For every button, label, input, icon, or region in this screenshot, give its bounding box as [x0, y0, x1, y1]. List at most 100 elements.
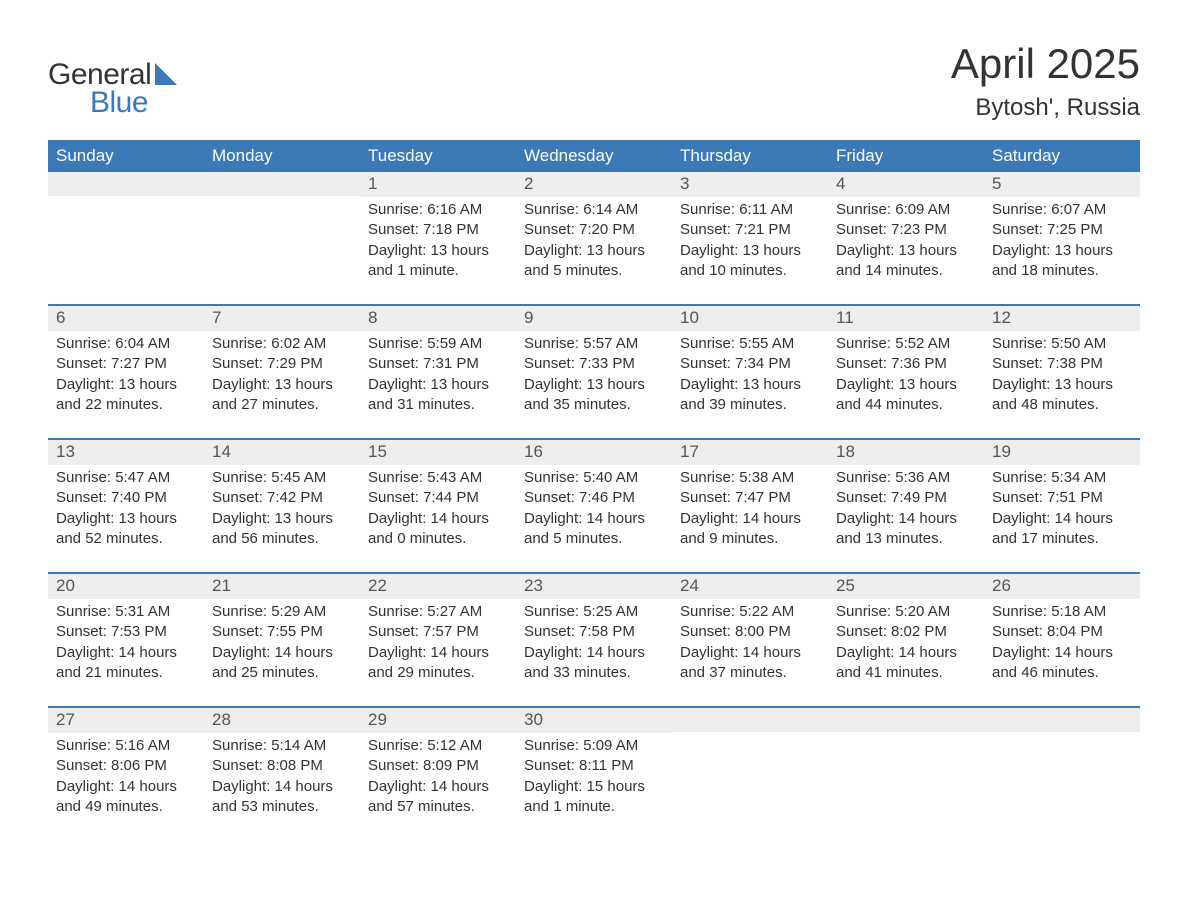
day-number: 21 — [204, 574, 360, 599]
calendar-day — [828, 708, 984, 828]
day-sunrise: Sunrise: 5:45 AM — [212, 468, 352, 488]
title-block: April 2025 Bytosh', Russia — [951, 40, 1140, 122]
dayheader: Tuesday — [360, 140, 516, 172]
calendar-day: 16Sunrise: 5:40 AMSunset: 7:46 PMDayligh… — [516, 440, 672, 560]
day-sunset: Sunset: 7:36 PM — [836, 354, 976, 374]
day-daylight2: and 41 minutes. — [836, 663, 976, 683]
dayheader: Friday — [828, 140, 984, 172]
day-daylight2: and 21 minutes. — [56, 663, 196, 683]
day-sunrise: Sunrise: 5:22 AM — [680, 602, 820, 622]
day-body — [984, 732, 1140, 735]
calendar-day: 14Sunrise: 5:45 AMSunset: 7:42 PMDayligh… — [204, 440, 360, 560]
day-daylight2: and 52 minutes. — [56, 529, 196, 549]
day-number — [828, 708, 984, 732]
day-daylight1: Daylight: 13 hours — [836, 241, 976, 261]
day-body: Sunrise: 6:11 AMSunset: 7:21 PMDaylight:… — [672, 197, 828, 281]
day-number: 14 — [204, 440, 360, 465]
day-daylight2: and 22 minutes. — [56, 395, 196, 415]
day-sunrise: Sunrise: 5:57 AM — [524, 334, 664, 354]
day-daylight1: Daylight: 13 hours — [368, 375, 508, 395]
day-daylight2: and 10 minutes. — [680, 261, 820, 281]
calendar-day: 18Sunrise: 5:36 AMSunset: 7:49 PMDayligh… — [828, 440, 984, 560]
day-daylight1: Daylight: 15 hours — [524, 777, 664, 797]
day-daylight1: Daylight: 13 hours — [680, 241, 820, 261]
day-sunrise: Sunrise: 5:34 AM — [992, 468, 1132, 488]
day-sunrise: Sunrise: 5:40 AM — [524, 468, 664, 488]
day-sunset: Sunset: 7:34 PM — [680, 354, 820, 374]
day-daylight2: and 25 minutes. — [212, 663, 352, 683]
day-number: 23 — [516, 574, 672, 599]
day-daylight1: Daylight: 14 hours — [56, 777, 196, 797]
week-row: 1Sunrise: 6:16 AMSunset: 7:18 PMDaylight… — [48, 172, 1140, 292]
day-body — [828, 732, 984, 735]
day-sunrise: Sunrise: 5:31 AM — [56, 602, 196, 622]
day-daylight1: Daylight: 13 hours — [212, 375, 352, 395]
dayheader-row: Sunday Monday Tuesday Wednesday Thursday… — [48, 140, 1140, 172]
day-number: 28 — [204, 708, 360, 733]
calendar-day — [204, 172, 360, 292]
day-sunrise: Sunrise: 5:47 AM — [56, 468, 196, 488]
calendar-day: 9Sunrise: 5:57 AMSunset: 7:33 PMDaylight… — [516, 306, 672, 426]
day-body: Sunrise: 5:27 AMSunset: 7:57 PMDaylight:… — [360, 599, 516, 683]
day-sunset: Sunset: 7:40 PM — [56, 488, 196, 508]
day-daylight2: and 46 minutes. — [992, 663, 1132, 683]
day-sunset: Sunset: 8:11 PM — [524, 756, 664, 776]
day-number: 22 — [360, 574, 516, 599]
day-daylight1: Daylight: 13 hours — [524, 375, 664, 395]
day-sunset: Sunset: 7:23 PM — [836, 220, 976, 240]
week-row: 27Sunrise: 5:16 AMSunset: 8:06 PMDayligh… — [48, 706, 1140, 828]
day-sunset: Sunset: 7:47 PM — [680, 488, 820, 508]
calendar-day: 3Sunrise: 6:11 AMSunset: 7:21 PMDaylight… — [672, 172, 828, 292]
day-body: Sunrise: 5:57 AMSunset: 7:33 PMDaylight:… — [516, 331, 672, 415]
day-sunrise: Sunrise: 5:55 AM — [680, 334, 820, 354]
day-sunrise: Sunrise: 6:07 AM — [992, 200, 1132, 220]
day-daylight2: and 0 minutes. — [368, 529, 508, 549]
day-daylight1: Daylight: 14 hours — [524, 643, 664, 663]
day-daylight2: and 35 minutes. — [524, 395, 664, 415]
day-number: 16 — [516, 440, 672, 465]
dayheader: Monday — [204, 140, 360, 172]
day-body: Sunrise: 5:29 AMSunset: 7:55 PMDaylight:… — [204, 599, 360, 683]
calendar-day: 29Sunrise: 5:12 AMSunset: 8:09 PMDayligh… — [360, 708, 516, 828]
day-body: Sunrise: 5:59 AMSunset: 7:31 PMDaylight:… — [360, 331, 516, 415]
day-sunset: Sunset: 8:09 PM — [368, 756, 508, 776]
day-sunset: Sunset: 7:51 PM — [992, 488, 1132, 508]
day-daylight1: Daylight: 14 hours — [56, 643, 196, 663]
calendar-day: 10Sunrise: 5:55 AMSunset: 7:34 PMDayligh… — [672, 306, 828, 426]
day-sunset: Sunset: 7:55 PM — [212, 622, 352, 642]
day-number: 10 — [672, 306, 828, 331]
day-sunrise: Sunrise: 5:09 AM — [524, 736, 664, 756]
day-number: 20 — [48, 574, 204, 599]
day-sunrise: Sunrise: 5:38 AM — [680, 468, 820, 488]
dayheader: Wednesday — [516, 140, 672, 172]
calendar-day: 19Sunrise: 5:34 AMSunset: 7:51 PMDayligh… — [984, 440, 1140, 560]
day-body: Sunrise: 6:09 AMSunset: 7:23 PMDaylight:… — [828, 197, 984, 281]
calendar-day: 25Sunrise: 5:20 AMSunset: 8:02 PMDayligh… — [828, 574, 984, 694]
day-body: Sunrise: 5:14 AMSunset: 8:08 PMDaylight:… — [204, 733, 360, 817]
day-body: Sunrise: 5:38 AMSunset: 7:47 PMDaylight:… — [672, 465, 828, 549]
day-number: 15 — [360, 440, 516, 465]
day-body: Sunrise: 5:34 AMSunset: 7:51 PMDaylight:… — [984, 465, 1140, 549]
day-sunrise: Sunrise: 5:59 AM — [368, 334, 508, 354]
calendar-day: 24Sunrise: 5:22 AMSunset: 8:00 PMDayligh… — [672, 574, 828, 694]
calendar-day: 4Sunrise: 6:09 AMSunset: 7:23 PMDaylight… — [828, 172, 984, 292]
day-sunrise: Sunrise: 5:27 AM — [368, 602, 508, 622]
day-daylight1: Daylight: 13 hours — [836, 375, 976, 395]
day-sunrise: Sunrise: 6:04 AM — [56, 334, 196, 354]
day-body: Sunrise: 5:09 AMSunset: 8:11 PMDaylight:… — [516, 733, 672, 817]
day-daylight2: and 48 minutes. — [992, 395, 1132, 415]
day-sunset: Sunset: 7:53 PM — [56, 622, 196, 642]
day-sunrise: Sunrise: 6:14 AM — [524, 200, 664, 220]
day-daylight2: and 57 minutes. — [368, 797, 508, 817]
day-number: 5 — [984, 172, 1140, 197]
day-body — [48, 196, 204, 199]
day-sunrise: Sunrise: 5:18 AM — [992, 602, 1132, 622]
day-body: Sunrise: 5:36 AMSunset: 7:49 PMDaylight:… — [828, 465, 984, 549]
day-number: 12 — [984, 306, 1140, 331]
day-daylight1: Daylight: 13 hours — [56, 509, 196, 529]
day-number: 13 — [48, 440, 204, 465]
day-sunset: Sunset: 7:29 PM — [212, 354, 352, 374]
day-daylight2: and 17 minutes. — [992, 529, 1132, 549]
day-number — [204, 172, 360, 196]
day-sunset: Sunset: 7:20 PM — [524, 220, 664, 240]
